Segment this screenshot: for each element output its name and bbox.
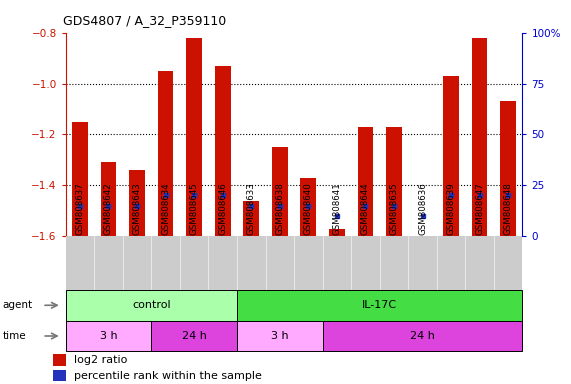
- Bar: [329, 228, 345, 236]
- Bar: [237, 290, 522, 321]
- Bar: [66, 321, 151, 351]
- Bar: [53, 354, 66, 366]
- Text: agent: agent: [3, 300, 33, 310]
- Text: percentile rank within the sample: percentile rank within the sample: [74, 371, 262, 381]
- Text: time: time: [3, 331, 26, 341]
- Text: 24 h: 24 h: [182, 331, 207, 341]
- Bar: [300, 178, 316, 236]
- Bar: [215, 66, 231, 236]
- Bar: [323, 321, 522, 351]
- Bar: [237, 321, 323, 351]
- Bar: [415, 236, 431, 241]
- Bar: [151, 321, 237, 351]
- Bar: [72, 122, 88, 236]
- Bar: [500, 101, 516, 236]
- Bar: [386, 127, 402, 236]
- Bar: [186, 38, 202, 236]
- Bar: [357, 127, 373, 236]
- Text: IL-17C: IL-17C: [362, 300, 397, 310]
- Text: 3 h: 3 h: [271, 331, 288, 341]
- Text: log2 ratio: log2 ratio: [74, 355, 127, 365]
- Bar: [129, 170, 145, 236]
- Bar: [443, 76, 459, 236]
- Bar: [158, 71, 174, 236]
- Bar: [272, 147, 288, 236]
- Text: 24 h: 24 h: [410, 331, 435, 341]
- Bar: [243, 200, 259, 236]
- Bar: [472, 38, 488, 236]
- Bar: [66, 290, 237, 321]
- Text: GDS4807 / A_32_P359110: GDS4807 / A_32_P359110: [63, 14, 226, 27]
- Text: 3 h: 3 h: [100, 331, 117, 341]
- Text: control: control: [132, 300, 171, 310]
- Bar: [100, 162, 116, 236]
- Bar: [53, 370, 66, 381]
